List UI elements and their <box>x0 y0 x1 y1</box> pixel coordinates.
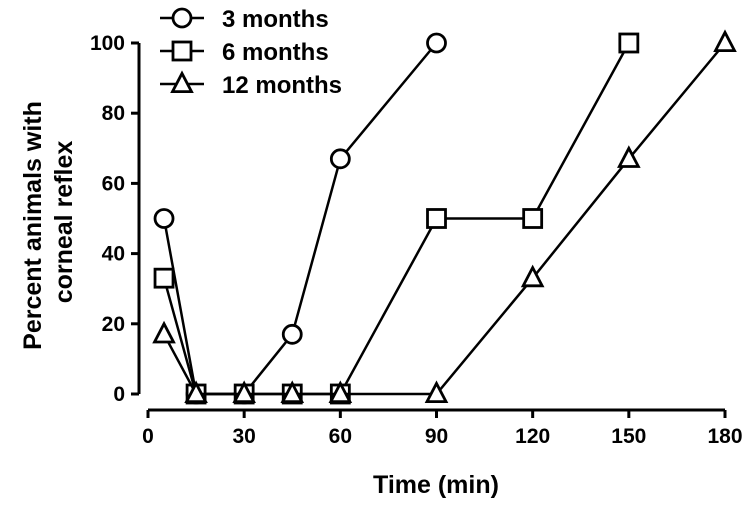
data-point-square <box>522 208 544 229</box>
y-tick-label: 60 <box>102 172 125 195</box>
data-point-square <box>153 267 175 289</box>
legend-item: 3 months <box>160 6 329 33</box>
data-point-triangle <box>713 29 737 53</box>
data-point-triangle <box>328 380 353 404</box>
data-point-triangle <box>280 380 305 404</box>
series-line <box>162 42 438 396</box>
x-tick-label: 120 <box>515 425 550 448</box>
y-tick-label: 100 <box>90 32 125 55</box>
x-tick-label: 150 <box>611 425 646 448</box>
data-point-triangle <box>152 320 176 344</box>
y-tick-label: 0 <box>113 383 125 406</box>
data-point-circle <box>426 32 447 54</box>
legend-marker-triangle <box>170 70 194 94</box>
x-tick-label: 0 <box>142 425 154 448</box>
legend-marker-square <box>171 40 193 62</box>
data-point-circle <box>329 148 351 170</box>
x-tick-label: 180 <box>707 425 742 448</box>
y-tick-label: 40 <box>102 243 125 266</box>
y-axis-title-line-2: corneal reflex <box>50 141 78 304</box>
data-point-triangle <box>232 380 256 404</box>
legend-marker-circle <box>171 7 193 29</box>
legend: 3 months 6 months 12 months <box>160 6 342 99</box>
data-point-triangle <box>424 380 449 404</box>
data-point-circle <box>281 323 303 345</box>
series-layer <box>152 29 737 405</box>
x-tick-label: 90 <box>425 425 448 448</box>
legend-label: 12 months <box>222 72 342 99</box>
legend-label: 3 months <box>222 6 329 33</box>
y-tick-label: 80 <box>102 102 125 125</box>
x-tick-label: 60 <box>329 425 352 448</box>
legend-item: 12 months <box>160 70 342 99</box>
legend-label: 6 months <box>222 39 329 66</box>
data-point-square <box>618 32 640 54</box>
legend-item: 6 months <box>160 39 329 66</box>
data-point-square <box>426 208 447 229</box>
series-triangle <box>152 29 737 404</box>
axes: 0 30 60 90 120 150 180 0 20 40 60 80 100 <box>90 32 743 448</box>
data-point-triangle <box>184 380 208 404</box>
data-point-circle <box>153 208 175 229</box>
data-point-triangle <box>617 145 641 168</box>
x-axis-title: Time (min) <box>373 471 499 499</box>
y-tick-label: 20 <box>102 313 125 336</box>
y-axis-title-line-1: Percent animals with <box>19 101 47 350</box>
y-axis-title: Percent animals with corneal reflex <box>19 94 78 350</box>
data-point-triangle <box>520 264 545 288</box>
x-tick-label: 30 <box>232 425 255 448</box>
